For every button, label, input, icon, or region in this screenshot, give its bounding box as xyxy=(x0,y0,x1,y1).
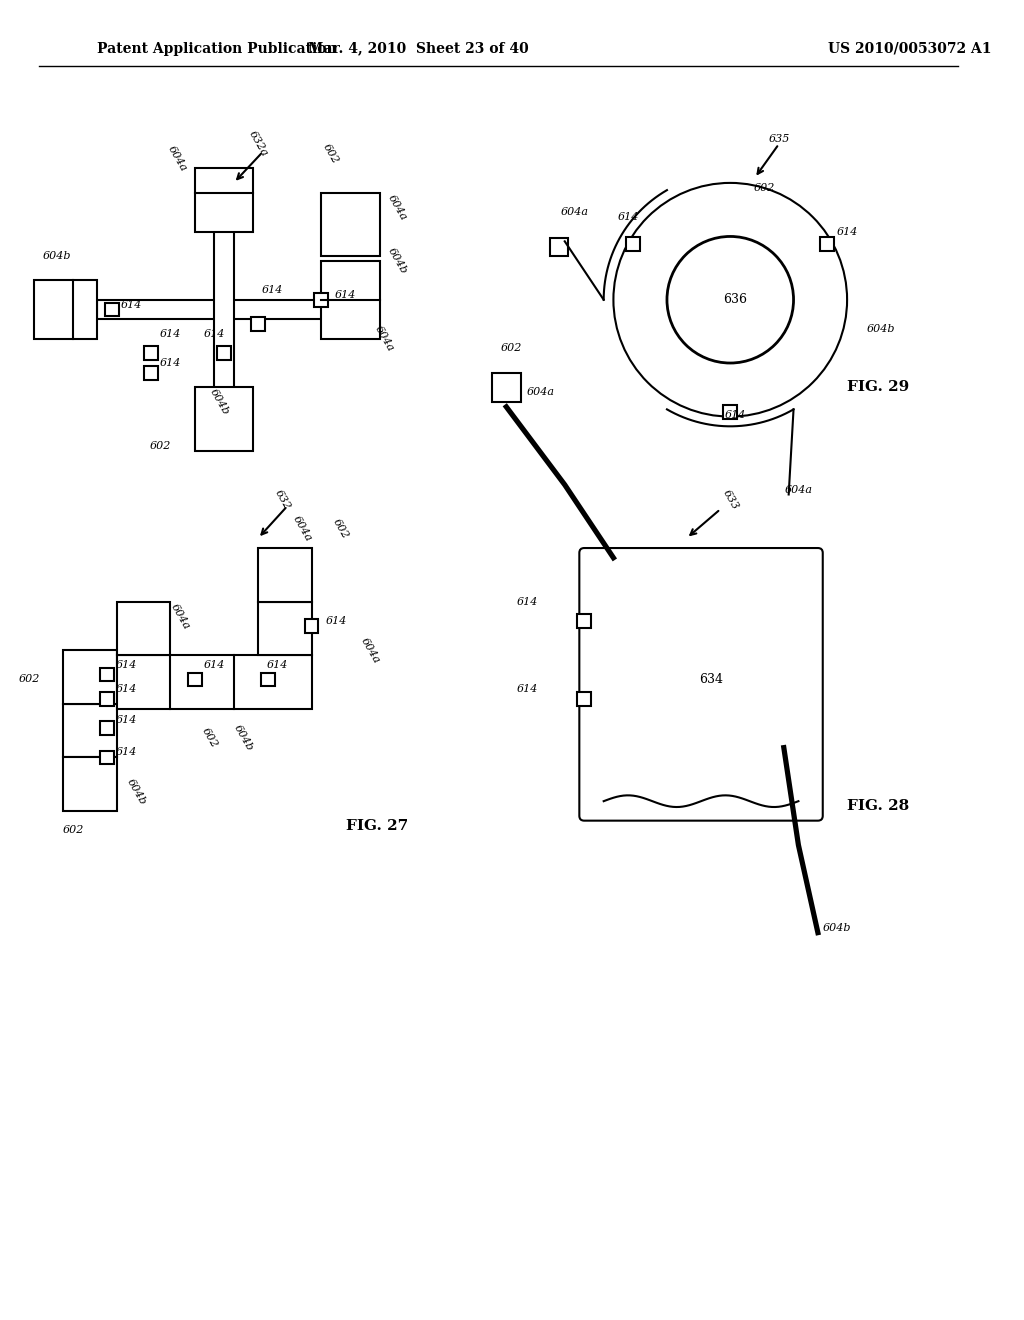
Text: 614: 614 xyxy=(335,290,356,300)
Text: 614: 614 xyxy=(116,660,137,669)
Text: Patent Application Publication: Patent Application Publication xyxy=(97,41,337,55)
Text: 604a: 604a xyxy=(386,193,409,222)
Bar xyxy=(492,372,521,403)
Text: 635: 635 xyxy=(768,135,790,144)
Bar xyxy=(258,602,311,655)
Text: 604b: 604b xyxy=(823,923,852,933)
Text: 614: 614 xyxy=(724,409,745,420)
Text: 604a: 604a xyxy=(784,484,812,495)
Bar xyxy=(117,602,170,655)
Bar xyxy=(63,758,117,810)
Bar xyxy=(195,168,253,231)
Bar xyxy=(322,261,380,339)
Text: 604b: 604b xyxy=(232,723,255,752)
Text: 604a: 604a xyxy=(526,387,554,397)
Text: 604a: 604a xyxy=(166,144,188,173)
Bar xyxy=(63,651,117,704)
Text: 604a: 604a xyxy=(291,513,313,543)
Text: 614: 614 xyxy=(837,227,858,236)
Bar xyxy=(63,704,117,758)
Bar xyxy=(258,548,311,602)
Bar xyxy=(550,239,567,256)
Text: 614: 614 xyxy=(121,300,142,310)
Text: 604b: 604b xyxy=(386,246,409,276)
Text: 604b: 604b xyxy=(125,776,147,807)
Bar xyxy=(195,387,253,450)
Text: 614: 614 xyxy=(517,684,539,694)
Text: 602: 602 xyxy=(200,726,219,750)
Text: 604b: 604b xyxy=(208,387,230,417)
Text: 634: 634 xyxy=(698,673,723,686)
Text: 614: 614 xyxy=(116,747,137,758)
Text: 614: 614 xyxy=(116,715,137,726)
Text: 604a: 604a xyxy=(374,325,396,354)
Bar xyxy=(144,366,158,380)
Bar xyxy=(217,346,230,360)
Text: FIG. 27: FIG. 27 xyxy=(346,818,408,833)
Text: 602: 602 xyxy=(501,343,522,354)
Text: 636: 636 xyxy=(723,293,748,306)
Bar xyxy=(578,692,591,706)
Text: 614: 614 xyxy=(204,329,225,339)
Bar xyxy=(314,293,328,306)
FancyBboxPatch shape xyxy=(580,548,822,821)
Bar xyxy=(117,655,311,709)
Text: 614: 614 xyxy=(326,616,346,626)
Text: 604b: 604b xyxy=(867,323,895,334)
Bar xyxy=(188,673,202,686)
Text: 614: 614 xyxy=(116,684,137,694)
Bar xyxy=(820,236,834,251)
Text: 602: 602 xyxy=(62,825,84,836)
Text: FIG. 29: FIG. 29 xyxy=(847,380,909,395)
Text: FIG. 28: FIG. 28 xyxy=(847,799,909,813)
Text: 602: 602 xyxy=(754,182,775,193)
Text: 632a: 632a xyxy=(247,129,269,158)
Text: 604a: 604a xyxy=(560,207,589,216)
Bar xyxy=(261,673,274,686)
Bar xyxy=(144,346,158,360)
Text: 614: 614 xyxy=(267,660,288,669)
Bar xyxy=(100,751,114,764)
Bar xyxy=(105,302,119,317)
Bar xyxy=(97,300,350,319)
Bar xyxy=(100,692,114,706)
Text: 633: 633 xyxy=(721,487,740,511)
Bar xyxy=(578,614,591,628)
Text: 602: 602 xyxy=(18,675,40,685)
Text: 614: 614 xyxy=(160,329,181,339)
Text: 614: 614 xyxy=(617,213,639,222)
Text: US 2010/0053072 A1: US 2010/0053072 A1 xyxy=(827,41,991,55)
Bar xyxy=(100,721,114,735)
Bar xyxy=(214,183,233,436)
Bar xyxy=(723,405,737,418)
Bar xyxy=(251,317,265,331)
Text: 632: 632 xyxy=(272,487,292,511)
Text: 614: 614 xyxy=(204,660,225,669)
Bar xyxy=(627,236,640,251)
Text: 604b: 604b xyxy=(42,251,71,261)
Text: 604a: 604a xyxy=(358,636,381,665)
Text: Mar. 4, 2010  Sheet 23 of 40: Mar. 4, 2010 Sheet 23 of 40 xyxy=(308,41,529,55)
Text: 602: 602 xyxy=(322,143,341,165)
Bar xyxy=(305,619,318,632)
Text: 614: 614 xyxy=(262,285,284,294)
Bar xyxy=(322,193,380,256)
Bar xyxy=(34,280,97,339)
Text: 602: 602 xyxy=(331,517,350,540)
Text: 614: 614 xyxy=(517,597,539,607)
Text: 602: 602 xyxy=(150,441,171,451)
Text: 614: 614 xyxy=(160,358,181,368)
Bar xyxy=(100,668,114,681)
Text: 604a: 604a xyxy=(169,602,191,631)
